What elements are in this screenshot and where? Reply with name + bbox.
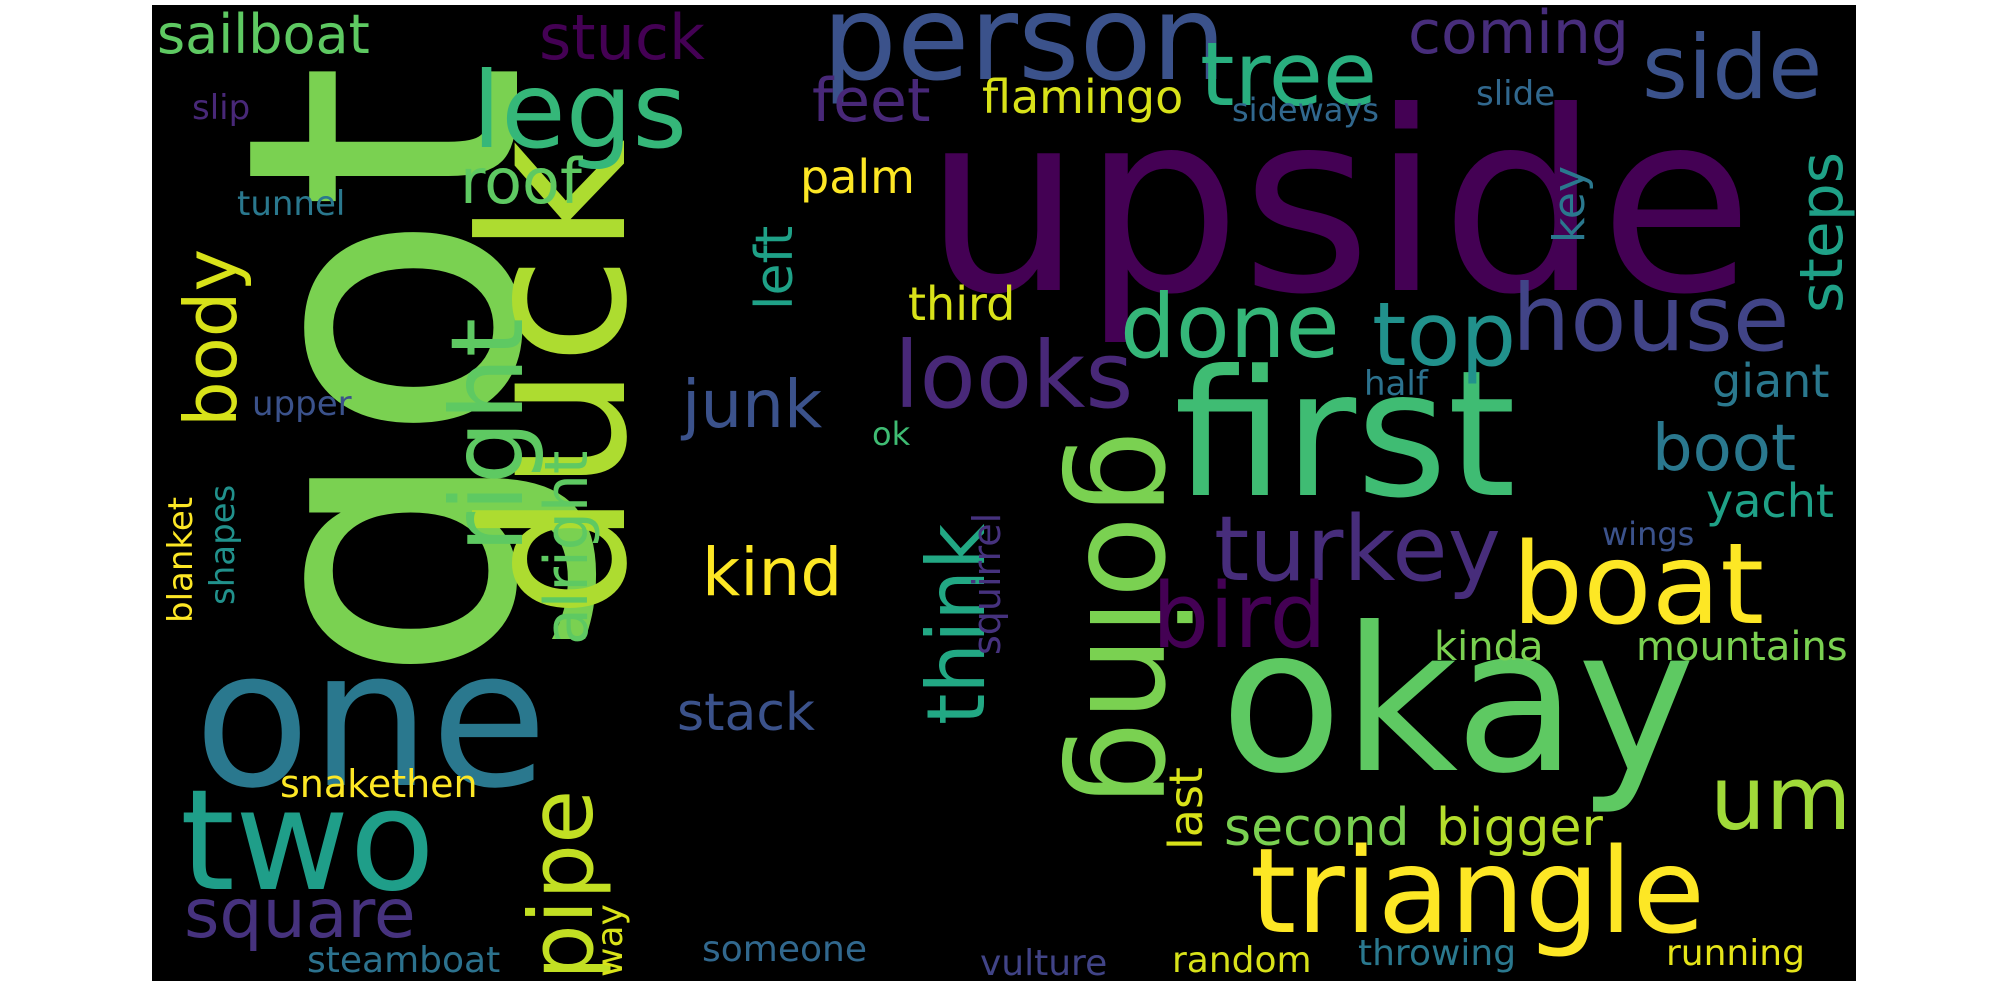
word-duck: duck <box>439 139 672 619</box>
word-steps: steps <box>1787 152 1856 313</box>
word-tunnel: tunnel <box>237 184 345 224</box>
word-key: key <box>1544 166 1595 243</box>
word-upside: upside <box>924 58 1753 349</box>
word-kind: kind <box>702 534 842 611</box>
word-bigger: bigger <box>1436 798 1603 858</box>
word-one: one <box>194 609 548 830</box>
word-first: first <box>1174 334 1516 537</box>
word-tree: tree <box>1200 23 1377 126</box>
word-two: two <box>180 760 435 923</box>
word-square: square <box>184 875 416 954</box>
word-pipe: pipe <box>510 790 613 980</box>
word-vulture: vulture <box>980 943 1107 981</box>
word-boat: boat <box>1512 520 1764 650</box>
word-top: top <box>1372 283 1516 386</box>
word-alright: alright <box>532 451 602 645</box>
word-coming: coming <box>1408 5 1629 68</box>
word-done: done <box>1120 275 1340 378</box>
word-half: half <box>1364 364 1429 404</box>
word-legs: legs <box>472 50 687 172</box>
word-snakethen: snakethen <box>280 762 478 806</box>
word-second: second <box>1224 798 1409 858</box>
word-someone: someone <box>702 929 867 970</box>
word-think: think <box>910 523 1003 725</box>
word-body: body <box>169 249 253 427</box>
word-going: going <box>1058 430 1215 807</box>
word-ok: ok <box>872 415 911 453</box>
word-wings: wings <box>1602 515 1694 553</box>
word-stuck: stuck <box>539 5 705 74</box>
word-third: third <box>908 277 1015 331</box>
word-roof: roof <box>460 145 584 218</box>
word-shapes: shapes <box>203 485 243 605</box>
word-cloud: got upside duck one okay first going two… <box>152 5 1856 981</box>
word-random: random <box>1172 940 1312 981</box>
word-sideways: sideways <box>1232 91 1379 129</box>
word-upper: upper <box>252 384 352 424</box>
word-running: running <box>1666 933 1805 974</box>
word-feet: feet <box>812 66 930 136</box>
word-side: side <box>1642 16 1822 119</box>
word-mountains: mountains <box>1636 624 1848 670</box>
word-way: way <box>590 904 631 977</box>
word-triangle: triangle <box>1250 822 1705 960</box>
word-slip: slip <box>192 88 250 128</box>
word-left: left <box>745 226 805 310</box>
word-stack: stack <box>677 683 815 743</box>
word-boot: boot <box>1652 412 1796 486</box>
word-sailboat: sailboat <box>157 5 370 66</box>
word-squirrel: squirrel <box>965 513 1009 655</box>
word-last: last <box>1159 767 1213 850</box>
word-got: got <box>164 62 607 685</box>
word-yacht: yacht <box>1706 474 1834 528</box>
word-person: person <box>822 5 1226 107</box>
word-um: um <box>1710 747 1852 850</box>
word-house: house <box>1512 265 1789 372</box>
word-giant: giant <box>1712 354 1829 408</box>
word-blanket: blanket <box>161 497 201 623</box>
word-steamboat: steamboat <box>307 940 500 981</box>
word-okay: okay <box>1220 585 1696 818</box>
word-right: right <box>429 318 546 553</box>
word-palm: palm <box>800 150 915 204</box>
word-kinda: kinda <box>1434 624 1544 670</box>
word-throwing: throwing <box>1358 933 1516 974</box>
word-bird: bird <box>1152 564 1327 669</box>
word-turkey: turkey <box>1214 497 1501 602</box>
word-junk: junk <box>680 366 823 443</box>
word-looks: looks <box>894 322 1133 429</box>
word-flamingo: flamingo <box>982 70 1183 124</box>
word-slide: slide <box>1476 74 1555 114</box>
